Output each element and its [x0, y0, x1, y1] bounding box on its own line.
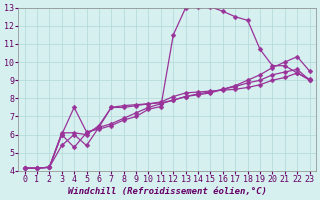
X-axis label: Windchill (Refroidissement éolien,°C): Windchill (Refroidissement éolien,°C): [68, 187, 267, 196]
